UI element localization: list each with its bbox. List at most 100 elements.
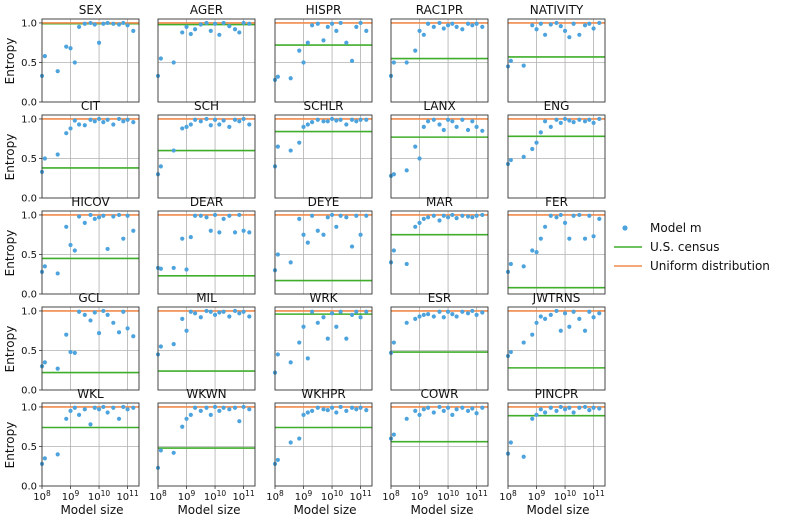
data-point-lanx (480, 128, 485, 133)
data-point-hicov (92, 216, 97, 222)
panel-title-ager: AGER (190, 3, 223, 17)
data-point-sex (76, 24, 82, 30)
data-point-esr (445, 309, 451, 314)
data-point-deye (334, 224, 339, 229)
data-point-rac1pr (441, 26, 446, 31)
data-point-ager (227, 24, 232, 29)
panel-title-dear: DEAR (190, 195, 223, 209)
data-point-cowr (425, 405, 431, 410)
panel-esr: ESR (388, 291, 489, 391)
data-point-gcl (72, 350, 77, 355)
data-point-jwtrns (558, 328, 563, 333)
data-point-hispr (325, 24, 330, 30)
data-point-wrk (275, 352, 280, 357)
y-tick-label-sex: 1.0 (21, 18, 37, 29)
data-point-nativity (542, 32, 548, 37)
x-tick-label-cowr: 1011 (465, 489, 488, 503)
data-point-nativity (558, 24, 563, 29)
data-point-jwtrns (538, 314, 543, 319)
panel-wkl: WKL 0.0 0.5 1.0 108 109 1010 1011 (21, 387, 140, 503)
data-point-lanx (445, 117, 451, 122)
data-point-gcl (131, 334, 136, 339)
y-axis-label-row-1: Entropy (3, 38, 17, 85)
data-point-pincpr (597, 406, 602, 411)
data-point-wkwn (171, 450, 176, 455)
data-point-schlr (321, 119, 326, 124)
data-point-wkhpr (321, 407, 326, 412)
data-point-sex (55, 69, 60, 74)
data-point-wkl (68, 408, 73, 414)
data-point-ager (237, 30, 242, 35)
axes-frame-hispr (274, 18, 373, 103)
data-point-pincpr (542, 410, 548, 415)
data-point-pincpr (587, 408, 592, 413)
data-point-gcl (101, 308, 106, 314)
data-point-jwtrns (508, 349, 513, 355)
data-point-wkhpr (305, 410, 310, 415)
data-point-wkl (42, 456, 47, 461)
data-point-lanx (391, 172, 396, 177)
axes-frame-dear (157, 210, 256, 295)
data-point-mil (204, 308, 209, 314)
x-axis-label-col-4: Model size (410, 503, 473, 517)
data-point-lanx (425, 119, 431, 124)
data-point-cowr (413, 408, 418, 414)
data-point-lanx (470, 119, 475, 124)
data-point-gcl (111, 320, 116, 325)
y-axis-label-row-2: Entropy (3, 134, 17, 181)
data-point-gcl (88, 318, 93, 323)
data-point-sex (64, 44, 69, 49)
data-point-wkwn (212, 404, 218, 410)
panel-title-cowr: COWR (420, 387, 458, 401)
data-point-hispr (305, 40, 310, 45)
data-point-deye (305, 240, 310, 245)
data-point-wrk (321, 315, 326, 320)
data-point-schlr (325, 119, 330, 124)
data-point-fer (508, 261, 513, 267)
data-point-jwtrns (597, 311, 602, 316)
data-point-hispr (288, 76, 293, 81)
data-point-hispr (297, 48, 302, 53)
y-tick-label-hicov: 1.0 (21, 210, 37, 221)
data-point-hicov (88, 212, 93, 218)
data-point-sch (227, 124, 232, 129)
data-point-wkhpr (334, 410, 339, 415)
data-point-wkhpr (315, 405, 320, 410)
data-point-hicov (105, 246, 110, 252)
axes-frame-sex (41, 18, 140, 103)
data-point-hicov (116, 212, 122, 218)
data-point-wkl (76, 412, 82, 417)
data-point-gcl (125, 326, 130, 331)
data-point-gcl (121, 309, 126, 314)
panel-sex: SEX 0.0 0.5 1.0 (21, 3, 140, 109)
panel-wrk: WRK (272, 291, 373, 391)
data-point-rac1pr (480, 24, 485, 30)
data-point-mil (221, 309, 226, 314)
data-point-ager (221, 20, 226, 26)
data-point-fer (582, 236, 588, 241)
panel-lanx: LANX (388, 99, 489, 199)
data-point-rac1pr (431, 24, 436, 30)
data-point-gcl (96, 330, 102, 336)
data-point-mil (180, 316, 185, 321)
data-point-ager (188, 31, 193, 37)
data-point-wrk (358, 315, 363, 320)
data-point-mar (454, 216, 459, 221)
x-tick-label-wkhpr: 1010 (321, 489, 344, 503)
data-point-wrk (315, 320, 320, 325)
data-point-ager (247, 21, 252, 26)
data-point-hispr (329, 21, 335, 26)
x-tick-label-wkwn: 109 (178, 489, 196, 503)
data-point-hispr (344, 40, 349, 45)
data-point-wkwn (180, 424, 185, 429)
panel-rac1pr: RAC1PR (388, 3, 489, 103)
data-point-gcl (55, 366, 60, 371)
data-point-sex (68, 46, 73, 51)
y-tick-label-cit: 1.0 (21, 114, 37, 125)
y-tick-label-hicov: 0.5 (21, 250, 37, 261)
data-point-esr (431, 314, 436, 319)
data-point-sch (217, 122, 222, 127)
data-point-esr (417, 314, 422, 319)
data-point-lanx (421, 124, 426, 129)
